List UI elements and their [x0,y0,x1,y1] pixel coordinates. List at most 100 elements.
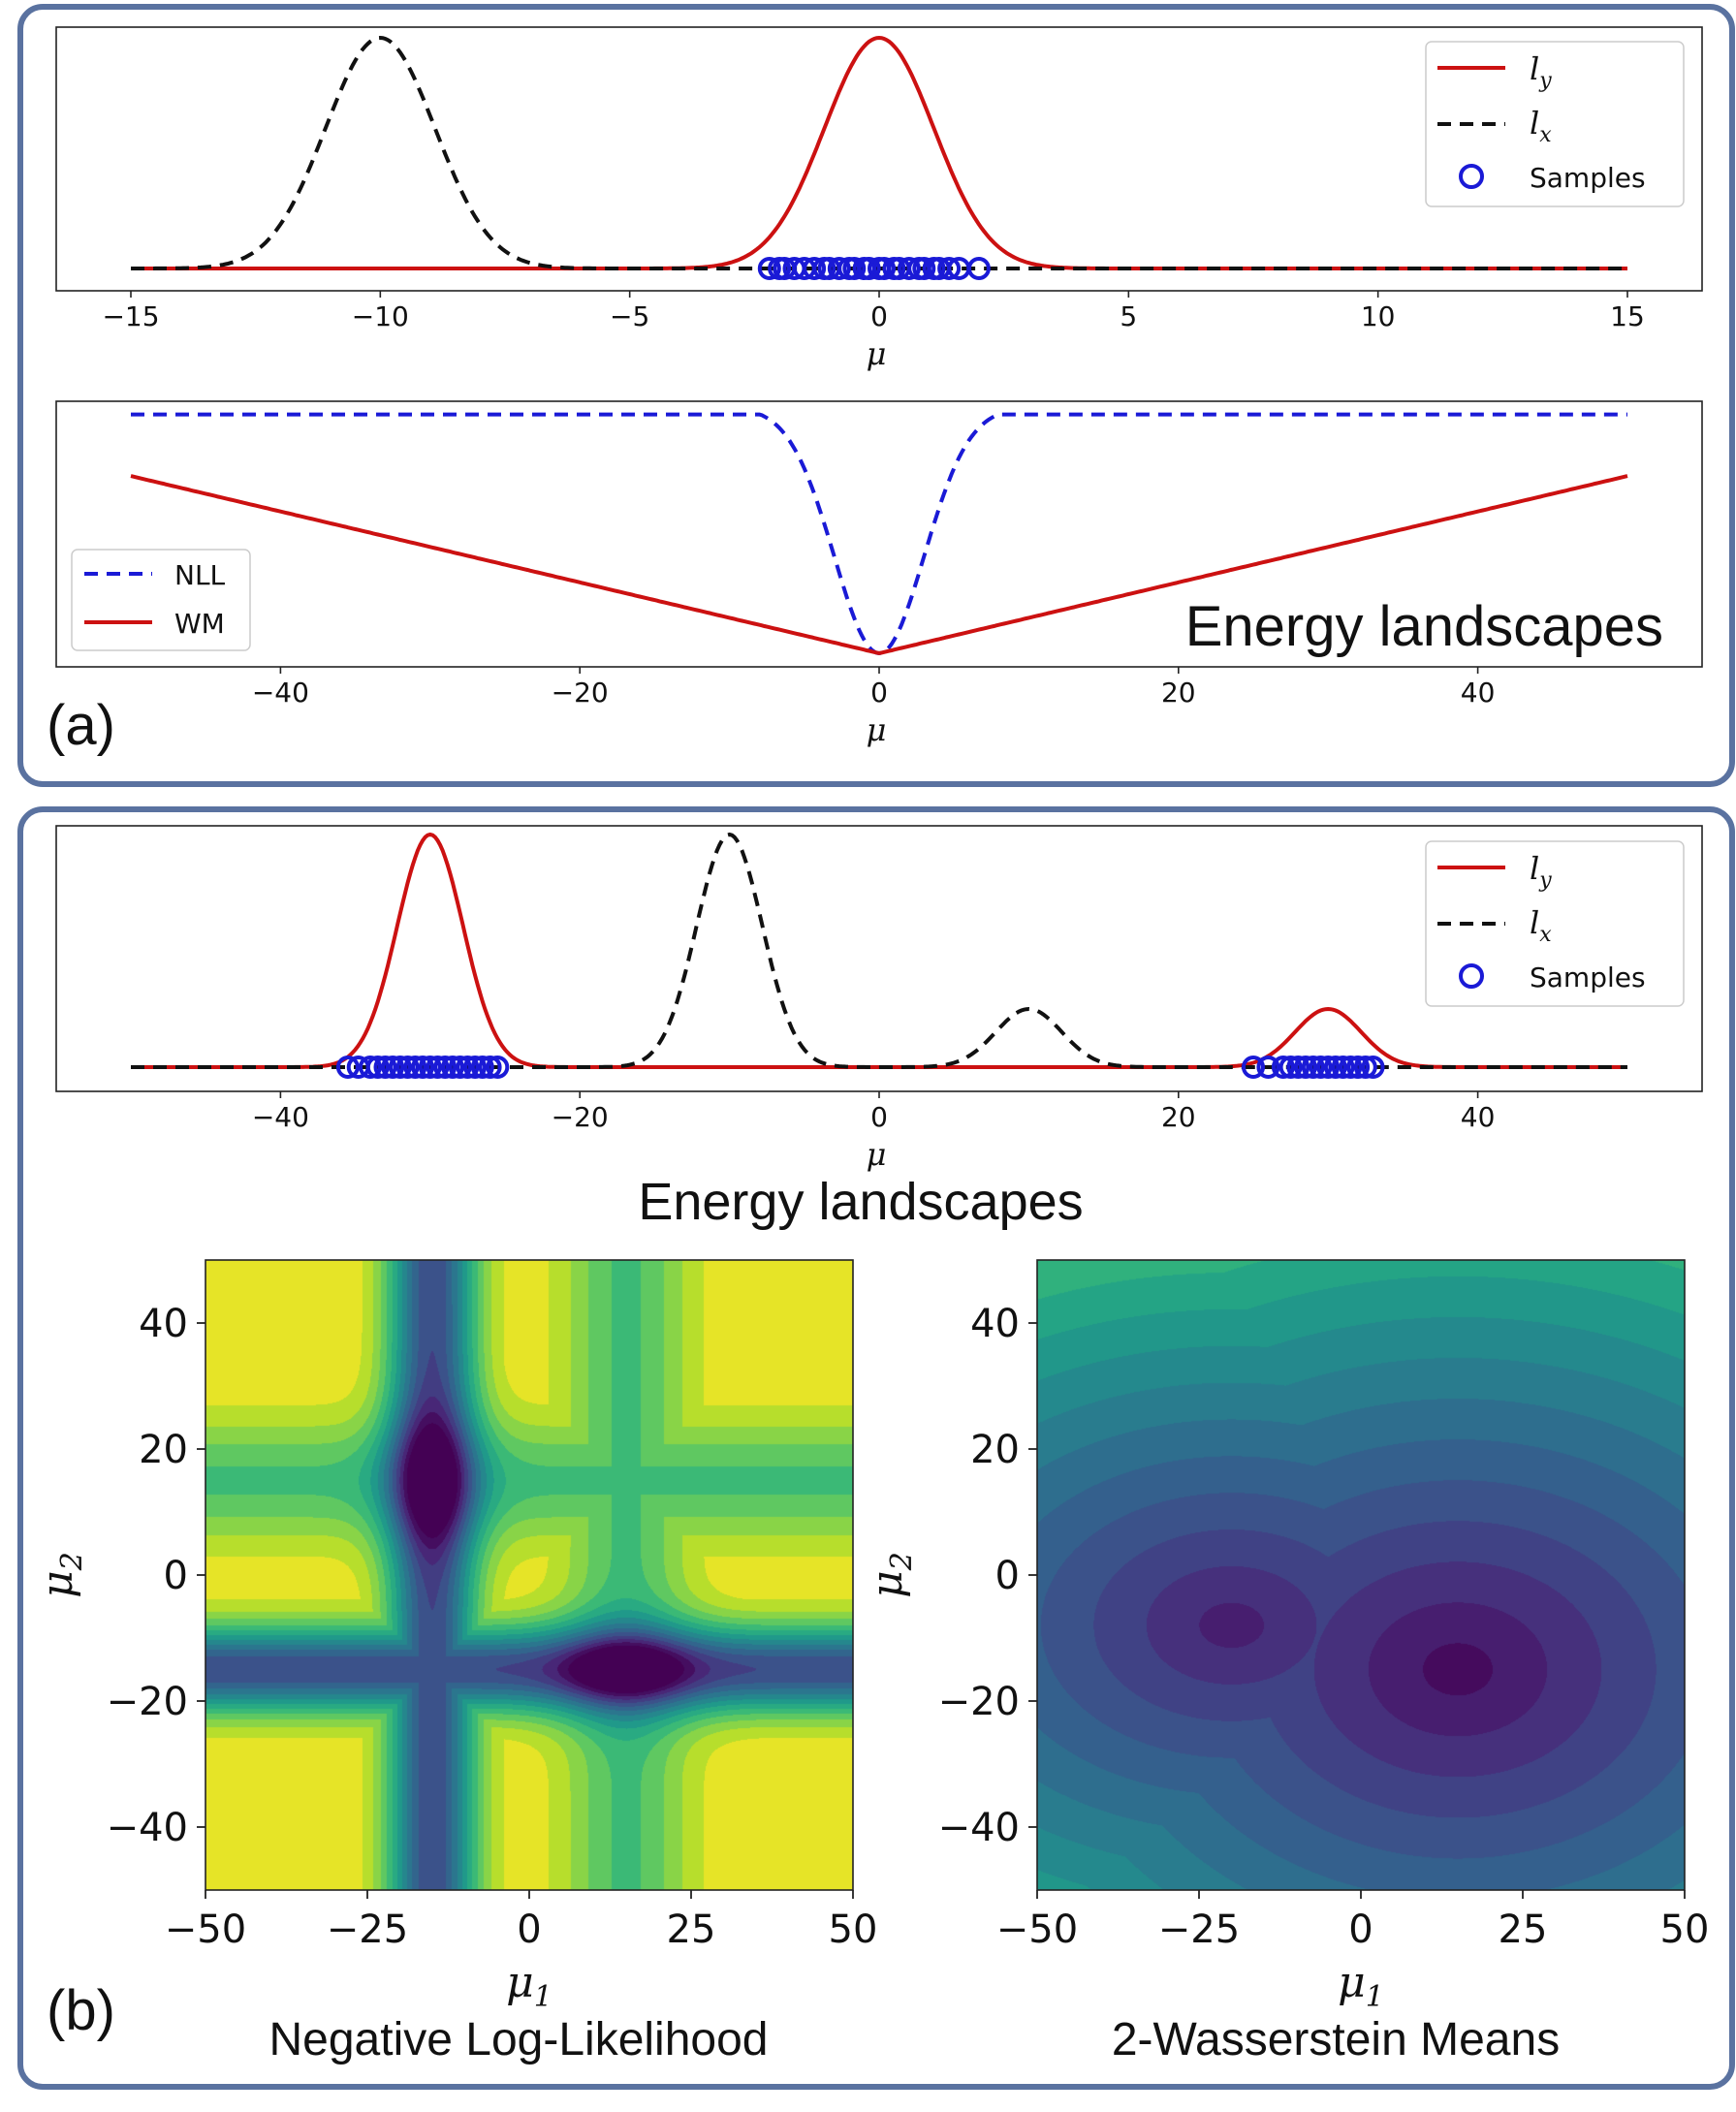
sample-point [418,1056,442,1079]
sample-point [1286,1056,1310,1079]
x-tick-label: −20 [552,1101,609,1133]
y-tick-label: −40 [107,1806,188,1850]
x-tick-label: 40 [1461,677,1496,709]
x-axis-label: μ1 [506,1958,552,2014]
series-line-l-y [131,35,1627,270]
x-tick-label: −10 [352,300,409,332]
sample-point [1331,1056,1355,1079]
sample-point [912,257,936,280]
x-tick-label: 50 [829,1907,878,1952]
sample-point [373,1056,397,1079]
axes-frame [55,400,1703,668]
legend: NLL WM [71,549,251,651]
sample-point [1271,1056,1295,1079]
legend-label-wm: WM [174,608,225,640]
y-tick-label: 40 [970,1302,1020,1346]
x-tick-label: −20 [552,677,609,709]
x-tick-label: 10 [1361,300,1396,332]
sample-point [463,1056,488,1079]
sample-point [1278,1056,1303,1079]
sample-point [1256,1056,1280,1079]
x-tick-label: 5 [1120,300,1137,332]
y-axis-label: μ2 [33,1552,89,1598]
x-tick-label: 20 [1161,1101,1196,1133]
y-tick-label: 20 [139,1428,188,1472]
legend-label-samples: Samples [1530,162,1646,194]
y-tick-label: 20 [970,1428,1020,1472]
sample-point [757,257,781,280]
sample-point [426,1056,450,1079]
legend-label-ly: ly [1530,850,1552,893]
sample-point [456,1056,480,1079]
sample-point [842,257,867,280]
sample-point [388,1056,412,1079]
sample-point [1346,1056,1371,1079]
x-tick-label: 15 [1610,300,1645,332]
y-tick-label: −20 [107,1680,188,1724]
x-tick-label: 25 [1499,1907,1548,1952]
y-tick-label: −20 [938,1680,1020,1724]
sample-point [381,1056,405,1079]
legend-label-nll: NLL [174,559,226,591]
x-tick-label: −5 [610,300,649,332]
sample-point [1309,1056,1333,1079]
sample-point [470,1056,494,1079]
series-line-wm [130,474,1628,656]
sample-point [897,257,921,280]
sample-point [1316,1056,1341,1079]
sample-point [827,257,851,280]
x-axis-label: μ [867,711,887,748]
sample-point [365,1056,390,1079]
sample-point [411,1056,435,1079]
sample-point [433,1056,458,1079]
x-axis-label: μ1 [1338,1958,1384,2014]
legend-label-lx: lx [1530,105,1552,147]
x-tick-label: −15 [102,300,159,332]
sample-point [1339,1056,1363,1079]
sample-point [872,257,897,280]
x-tick-label: 40 [1461,1101,1496,1133]
sample-point [857,257,881,280]
x-tick-label: −40 [252,677,309,709]
y-tick-label: 40 [139,1302,188,1346]
y-tick-label: −40 [938,1806,1020,1850]
legend-label-samples: Samples [1530,961,1646,993]
sample-point [359,1056,382,1079]
sample-point [937,257,962,280]
sample-point [478,1056,502,1079]
sample-point [1294,1056,1317,1079]
sample-point [335,1056,360,1079]
x-tick-label: −40 [252,1101,309,1133]
panel-b-label: (b) [47,1979,115,2042]
sample-point [1361,1056,1385,1079]
sample-point [486,1056,510,1079]
chart-b-top: −40 −20 0 20 40 μ ly lx Samples [55,825,1703,1173]
heatmap-nll-canvas [205,1260,853,1890]
y-tick-label: 0 [995,1554,1020,1598]
x-tick-label: −25 [1158,1907,1240,1952]
heatmap-wm: −50 −25 0 25 50 40 20 0 −20 −40 μ1 μ2 2-Wasserste… [863,1259,1709,2065]
x-tick-label: 0 [870,300,888,332]
chart-a-bottom: −40 −20 0 20 40 μ Energy landscapes NLL WM [55,400,1703,748]
heatmap-caption: Negative Log-Likelihood [268,2014,768,2065]
sample-point [1301,1056,1325,1079]
legend: ly lx Samples [1425,840,1685,1007]
y-axis-label: μ2 [863,1552,919,1598]
x-tick-label: 20 [1161,677,1196,709]
legend: ly lx Samples [1425,41,1685,207]
x-tick-label: −50 [165,1907,246,1952]
panel-a-label: (a) [47,694,115,757]
sample-point [395,1056,420,1079]
x-tick-label: −50 [996,1907,1078,1952]
legend-swatch-samples [1459,963,1484,989]
heatmap-caption: 2-Wasserstein Means [1112,2014,1560,2065]
legend-label-ly: ly [1530,50,1552,93]
heatmap-wm-canvas [1037,1260,1685,1890]
x-tick-label: 0 [1348,1907,1373,1952]
sample-point [441,1056,464,1079]
chart-a-top: −15 −10 −5 0 5 10 15 μ ly lx Samples [55,26,1703,372]
heatmap-nll: −50 −25 0 25 50 40 20 0 −20 −40 μ1 μ2 Negative Lo… [33,1259,878,2065]
x-tick-label: 25 [667,1907,716,1952]
x-tick-label: −25 [327,1907,408,1952]
panel-b-title: Energy landscapes [638,1173,1083,1231]
